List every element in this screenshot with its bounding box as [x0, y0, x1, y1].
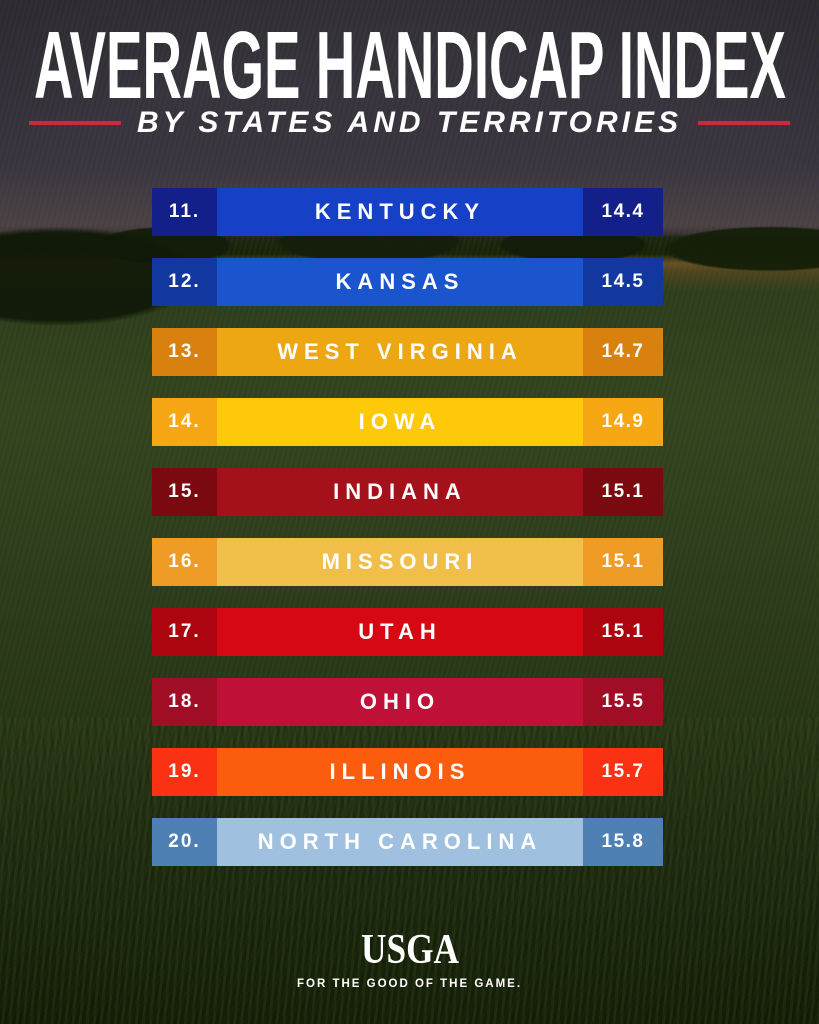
value-label: 15.7	[601, 761, 645, 782]
state-label: KANSAS	[335, 269, 465, 294]
value-box: 15.1	[583, 538, 663, 586]
value-label: 15.1	[601, 551, 645, 572]
state-label: WEST VIRGINIA	[277, 339, 523, 364]
table-row: 17. UTAH 15.1	[152, 608, 663, 656]
state-label: UTAH	[358, 619, 442, 644]
value-box: 15.1	[583, 608, 663, 656]
value-label: 14.7	[601, 341, 645, 362]
state-bar: OHIO	[217, 678, 583, 726]
state-bar: NORTH CAROLINA	[217, 818, 583, 866]
header: AVERAGE HANDICAP INDEX	[0, 12, 819, 119]
value-label: 14.5	[601, 271, 645, 292]
state-label: KENTUCKY	[314, 199, 486, 224]
subtitle-row: BY STATES AND TERRITORIES	[0, 106, 819, 140]
value-box: 15.8	[583, 818, 663, 866]
state-label: MISSOURI	[321, 549, 479, 574]
table-row: 15. INDIANA 15.1	[152, 468, 663, 516]
ranking-list: 11. KENTUCKY 14.4 12. KANSAS 14.5 13.	[152, 188, 663, 866]
rank-label: 17.	[168, 621, 201, 642]
rank-label: 11.	[168, 201, 201, 222]
rank-label: 19.	[168, 761, 201, 782]
value-box: 15.7	[583, 748, 663, 796]
usga-tagline: FOR THE GOOD OF THE GAME.	[296, 978, 523, 990]
accent-line-left	[28, 121, 121, 125]
value-label: 15.1	[601, 481, 645, 502]
rank-box: 14.	[152, 398, 217, 446]
table-row: 13. WEST VIRGINIA 14.7	[152, 328, 663, 376]
rank-box: 15.	[152, 468, 217, 516]
rank-label: 20.	[168, 831, 201, 852]
rank-box: 12.	[152, 258, 217, 306]
footer: USGA FOR THE GOOD OF THE GAME.	[0, 932, 819, 990]
table-row: 12. KANSAS 14.5	[152, 258, 663, 306]
accent-line-right	[698, 121, 791, 125]
state-bar: MISSOURI	[217, 538, 583, 586]
rank-box: 13.	[152, 328, 217, 376]
rank-box: 20.	[152, 818, 217, 866]
state-bar: KENTUCKY	[217, 188, 583, 236]
state-label: IOWA	[358, 409, 442, 434]
table-row: 20. NORTH CAROLINA 15.8	[152, 818, 663, 866]
rank-label: 16.	[168, 551, 201, 572]
state-bar: KANSAS	[217, 258, 583, 306]
table-row: 19. ILLINOIS 15.7	[152, 748, 663, 796]
rank-box: 16.	[152, 538, 217, 586]
usga-logo: USGA	[361, 932, 460, 968]
rank-label: 14.	[168, 411, 201, 432]
rank-box: 11.	[152, 188, 217, 236]
value-label: 14.9	[601, 411, 645, 432]
rank-label: 12.	[168, 271, 201, 292]
state-label: NORTH CAROLINA	[257, 829, 543, 854]
state-label: ILLINOIS	[329, 759, 471, 784]
state-bar: UTAH	[217, 608, 583, 656]
value-box: 15.5	[583, 678, 663, 726]
state-bar: WEST VIRGINIA	[217, 328, 583, 376]
rank-label: 18.	[168, 691, 201, 712]
value-label: 14.4	[601, 201, 645, 222]
value-box: 14.9	[583, 398, 663, 446]
rank-box: 19.	[152, 748, 217, 796]
value-box: 14.5	[583, 258, 663, 306]
table-row: 18. OHIO 15.5	[152, 678, 663, 726]
value-box: 14.4	[583, 188, 663, 236]
state-bar: INDIANA	[217, 468, 583, 516]
value-label: 15.8	[601, 831, 645, 852]
title-graphic: AVERAGE HANDICAP INDEX	[34, 12, 786, 119]
usga-logo-text: USGA	[361, 932, 460, 968]
rank-label: 13.	[168, 341, 201, 362]
table-row: 14. IOWA 14.9	[152, 398, 663, 446]
state-label: INDIANA	[333, 479, 467, 504]
rank-box: 18.	[152, 678, 217, 726]
value-box: 14.7	[583, 328, 663, 376]
rank-box: 17.	[152, 608, 217, 656]
table-row: 16. MISSOURI 15.1	[152, 538, 663, 586]
state-label: OHIO	[359, 689, 441, 714]
value-box: 15.1	[583, 468, 663, 516]
state-bar: IOWA	[217, 398, 583, 446]
table-row: 11. KENTUCKY 14.4	[152, 188, 663, 236]
page-title: AVERAGE HANDICAP INDEX	[34, 18, 786, 110]
page-subtitle: BY STATES AND TERRITORIES	[136, 106, 683, 139]
value-label: 15.1	[601, 621, 645, 642]
value-label: 15.5	[601, 691, 645, 712]
state-bar: ILLINOIS	[217, 748, 583, 796]
rank-label: 15.	[168, 481, 201, 502]
